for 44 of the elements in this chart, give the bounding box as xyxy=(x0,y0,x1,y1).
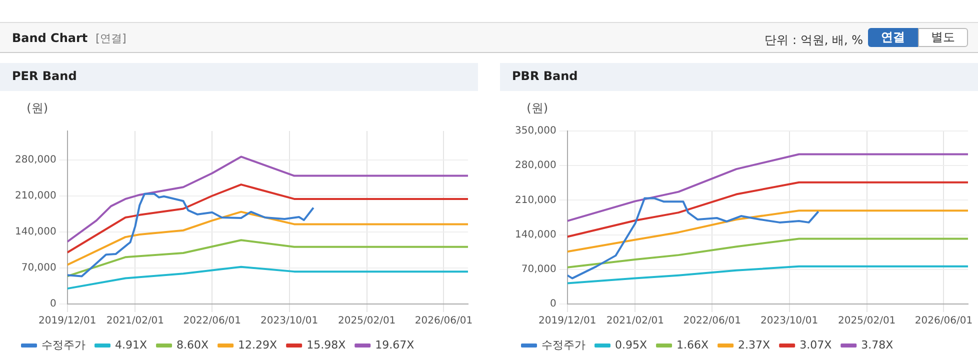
x-tick-label: 2019/12/01 xyxy=(538,316,596,327)
x-tick-label: 2023/10/01 xyxy=(760,316,818,327)
text: 별도 xyxy=(918,28,968,47)
y-tick-label: 210,000 xyxy=(14,190,56,202)
x-tick-label: 2022/06/01 xyxy=(683,316,741,327)
legend-label: 2.37X xyxy=(738,338,771,352)
legend-label: 1.66X xyxy=(676,338,710,352)
y-tick-label: 0 xyxy=(550,298,556,310)
y-tick-label: 280,000 xyxy=(14,154,56,166)
y-tick-label: 140,000 xyxy=(14,226,56,238)
x-tick-label: 2026/06/01 xyxy=(414,316,473,327)
x-tick-label: 2021/02/01 xyxy=(606,316,664,327)
x-tick-label: 2022/06/01 xyxy=(183,316,241,327)
y-tick-label: 140,000 xyxy=(514,229,556,240)
x-tick-label: 2019/12/01 xyxy=(38,316,96,327)
legend-label: 19.67X xyxy=(375,338,415,352)
chart-title: PER Band xyxy=(0,63,478,91)
text: 단위 : 억원, 배, % xyxy=(764,32,863,49)
legend-label: 0.95X xyxy=(615,338,648,352)
y-axis-title: (원) xyxy=(526,101,548,116)
chart-title: PBR Band xyxy=(500,63,978,91)
legend-label: 수정주가 xyxy=(42,338,86,352)
legend-label: 3.07X xyxy=(800,338,832,352)
y-tick-label: 0 xyxy=(50,298,56,310)
text: 연결 xyxy=(868,28,918,47)
y-axis-title: (원) xyxy=(26,101,48,116)
legend-label: 수정주가 xyxy=(542,338,586,352)
y-tick-label: 350,000 xyxy=(514,126,556,137)
x-tick-label: 2026/06/01 xyxy=(914,316,973,327)
legend-label: 8.60X xyxy=(176,338,210,352)
text: [연결] xyxy=(96,31,126,46)
x-tick-label: 2021/02/01 xyxy=(106,316,164,327)
y-tick-label: 70,000 xyxy=(521,264,556,275)
x-tick-label: 2025/02/01 xyxy=(838,316,896,327)
legend-label: 15.98X xyxy=(306,338,346,352)
y-tick-label: 70,000 xyxy=(21,262,56,274)
x-tick-label: 2023/10/01 xyxy=(260,316,318,327)
text: Band Chart xyxy=(12,31,88,45)
x-tick-label: 2025/02/01 xyxy=(338,316,396,327)
y-tick-label: 280,000 xyxy=(514,160,556,172)
legend-label: 12.29X xyxy=(238,338,278,352)
y-tick-label: 210,000 xyxy=(514,194,556,206)
legend-label: 3.78X xyxy=(861,338,894,352)
legend-label: 4.91X xyxy=(115,338,148,352)
